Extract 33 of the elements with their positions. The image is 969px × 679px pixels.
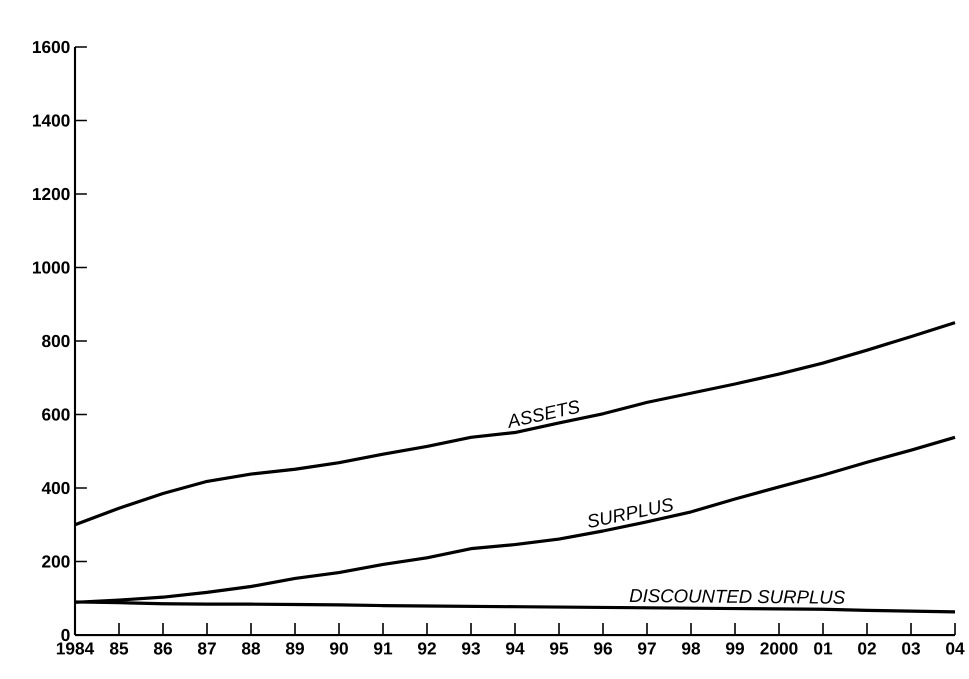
- x-tick-label: 1984: [56, 642, 94, 655]
- x-tick-label: 94: [506, 642, 525, 655]
- x-tick-label: 93: [462, 642, 480, 655]
- x-tick-label: 04: [946, 642, 965, 655]
- series-label: DISCOUNTED SURPLUS: [630, 589, 845, 604]
- x-tick-label: 86: [154, 642, 172, 655]
- y-tick-label: 1000: [32, 261, 70, 274]
- y-tick-label: 1600: [32, 40, 70, 54]
- x-tick-label: 88: [242, 642, 260, 655]
- x-tick-label: 89: [286, 642, 304, 655]
- x-tick-label: 02: [858, 642, 876, 655]
- x-tick-label: 90: [330, 642, 348, 655]
- y-tick-label: 1400: [32, 114, 70, 127]
- y-tick-label: 600: [42, 408, 70, 421]
- x-tick-label: 03: [902, 642, 920, 655]
- y-tick-label: 200: [42, 555, 70, 568]
- x-tick-label: 98: [682, 642, 700, 655]
- text: ASSETS: [508, 400, 580, 428]
- x-tick-label: 92: [418, 642, 436, 655]
- x-tick-label: 87: [198, 642, 216, 655]
- x-tick-label: 99: [726, 642, 744, 655]
- y-tick-label: 400: [42, 482, 70, 494]
- x-tick-label: 95: [550, 642, 568, 655]
- y-tick-label: 800: [42, 334, 70, 348]
- x-tick-label: 2000: [760, 642, 798, 655]
- x-tick-label: 85: [110, 642, 128, 655]
- text: SURPLUS: [588, 498, 673, 528]
- x-tick-label: 01: [814, 642, 832, 655]
- x-tick-label: 97: [638, 642, 656, 655]
- y-tick-label: 1200: [32, 188, 70, 200]
- x-tick-label: 96: [594, 642, 612, 655]
- x-tick-label: 91: [374, 642, 392, 655]
- y-tick-label: 0: [61, 628, 70, 642]
